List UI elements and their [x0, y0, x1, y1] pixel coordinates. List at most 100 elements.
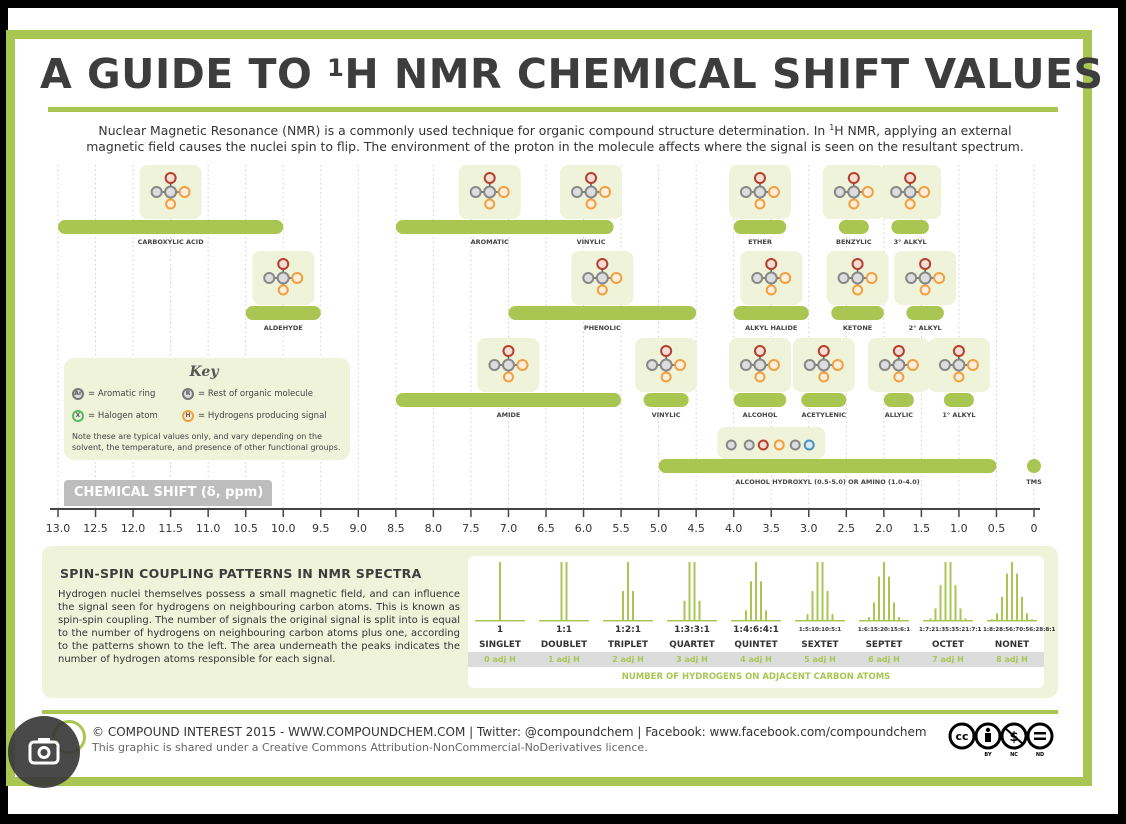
coupling-peak	[765, 610, 767, 620]
coupling-peak	[688, 562, 691, 620]
coupling-peak	[878, 576, 880, 620]
coupling-ratio: 1:6:15:20:15:6:1	[857, 627, 911, 633]
range-label: 3° ALKYL	[894, 238, 927, 246]
x-tick-label: 7.0	[500, 522, 518, 535]
coupling-name: QUARTET	[669, 640, 715, 650]
range-bar	[568, 220, 614, 234]
coupling-name: SEPTET	[865, 640, 903, 650]
coupling-peak	[811, 591, 814, 620]
x-tick-label: 10.0	[271, 522, 296, 535]
coupling-peaks	[603, 562, 653, 622]
range-bar	[838, 220, 869, 234]
x-tick-label: 5.0	[650, 522, 668, 535]
x-tick-label: 1.0	[950, 522, 968, 535]
range-bar	[733, 220, 787, 234]
key-title: Key	[189, 364, 219, 380]
molecule-icon	[938, 345, 979, 383]
range-label: ACETYLENIC	[801, 411, 846, 419]
coupling-pattern: 1:8:28:56:70:56:28:8:1 NONET 8 adj H	[983, 556, 1055, 664]
hydrogen-atom-icon: H	[182, 410, 194, 422]
coupling-peak	[683, 600, 686, 620]
coupling-peak	[499, 562, 501, 620]
cc-label-nc: NC	[1010, 752, 1018, 758]
molecule-icon	[751, 258, 792, 296]
camera-search-button[interactable]	[8, 716, 80, 788]
molecule-icon	[263, 258, 304, 296]
x-tick-label: 1.5	[913, 522, 931, 535]
coupling-name: TRIPLET	[607, 640, 649, 650]
range-label: 1° ALKYL	[942, 411, 975, 419]
key-note: Note these are typical values only, and …	[72, 432, 341, 452]
range-label: ALLYLIC	[885, 411, 914, 419]
coupling-peak	[826, 591, 829, 620]
coupling-peak	[883, 562, 885, 620]
creative-commons-badge: cc $ BY NC ND	[948, 722, 1054, 758]
coupling-baseline	[667, 620, 717, 622]
x-tick-label: 5.5	[612, 522, 630, 535]
coupling-peak	[929, 618, 932, 620]
coupling-peak	[949, 562, 952, 620]
range-label: AROMATIC	[471, 238, 509, 246]
cc-icon: cc	[948, 722, 976, 750]
coupling-peak	[632, 591, 634, 620]
coupling-peak	[1001, 596, 1003, 620]
key-item-aromatic: Ar = Aromatic ring	[72, 388, 155, 400]
coupling-ratio: 1:3:3:1	[674, 625, 710, 635]
coupling-adjacent-h: 6 adj H	[868, 655, 900, 664]
coupling-adjacent-h: 2 adj H	[612, 655, 644, 664]
halogen-atom-icon: X	[72, 410, 84, 422]
coupling-pattern: 1:6:15:20:15:6:1 SEPTET 6 adj H	[855, 556, 913, 664]
x-tick-label: 8.5	[387, 522, 405, 535]
noncommercial-icon: $	[1000, 722, 1028, 750]
coupling-peaks	[731, 562, 781, 622]
adjacent-h-band	[468, 652, 1044, 667]
noderivatives-icon	[1026, 722, 1054, 750]
range-bar	[943, 393, 974, 407]
coupling-peak	[1021, 596, 1023, 620]
coupling-peaks	[475, 562, 525, 622]
adjacent-h-caption: NUMBER OF HYDROGENS ON ADJACENT CARBON A…	[621, 672, 891, 682]
x-tick-label: 0.5	[988, 522, 1006, 535]
x-tick-label: 2.5	[838, 522, 856, 535]
x-tick-label: 0	[1031, 522, 1038, 535]
coupling-peak	[821, 562, 824, 620]
x-tick-label: 4.5	[687, 522, 705, 535]
coupling-peaks	[859, 562, 909, 622]
range-bar	[733, 306, 809, 320]
aromatic-ring-icon: Ar	[72, 388, 84, 400]
key-item-hydrogen: H = Hydrogens producing signal	[182, 410, 327, 422]
molecule-icon	[890, 172, 931, 210]
coupling-patterns: 1 SINGLET 0 adj H 1:1 DOUBLET 1 adj H 1:2:1 TRI…	[468, 556, 1055, 688]
coupling-pattern: 1:7:21:35:35:21:7:1 OCTET 7 adj H	[919, 556, 981, 664]
coupling-ratio: 1:1	[555, 625, 573, 635]
coupling-name: SINGLET	[479, 640, 521, 650]
x-tick-label: 4.0	[725, 522, 743, 535]
coupling-peaks	[667, 562, 717, 622]
coupling-peak	[745, 610, 747, 620]
coupling-peak	[565, 562, 568, 620]
key-item-halogen: X = Halogen atom	[72, 410, 158, 422]
coupling-baseline	[731, 620, 781, 622]
coupling-ratio: 1:8:28:56:70:56:28:8:1	[983, 627, 1056, 633]
range-label: ETHER	[748, 238, 772, 246]
x-tick-label: 9.5	[312, 522, 330, 535]
coupling-peak	[755, 562, 757, 620]
range-label: 2° ALKYL	[909, 324, 942, 332]
coupling-peak	[991, 619, 993, 620]
molecule-icon	[488, 345, 529, 383]
range-bar	[891, 220, 929, 234]
x-tick-label: 13.0	[46, 522, 71, 535]
coupling-peak	[1026, 613, 1028, 620]
molecule-icon	[837, 258, 878, 296]
svg-text:$: $	[1009, 730, 1018, 745]
molecule-icon	[878, 345, 919, 383]
range-label: PHENOLIC	[584, 324, 621, 332]
intro-text: Nuclear Magnetic Resonance (NMR) is a co…	[86, 123, 1024, 155]
range-bar	[508, 306, 697, 320]
footer-licence: This graphic is shared under a Creative …	[92, 741, 648, 754]
coupling-peak	[959, 608, 962, 620]
molecule-icon	[739, 345, 780, 383]
range-bar	[658, 459, 997, 473]
coupling-peak	[560, 562, 563, 620]
x-tick-label: 2.0	[875, 522, 893, 535]
